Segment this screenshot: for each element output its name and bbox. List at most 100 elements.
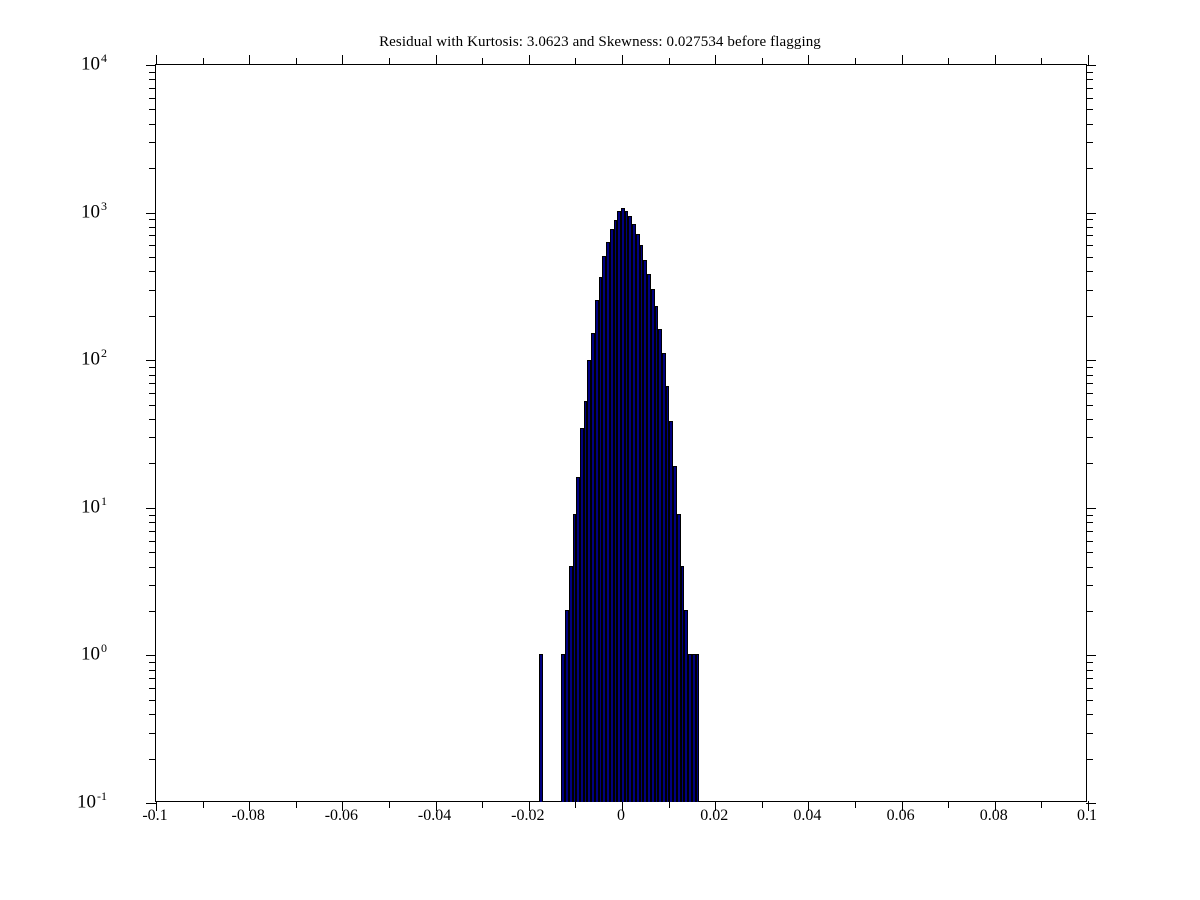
x-axis-minor-tick	[1041, 58, 1043, 65]
y-axis-minor-tick	[1086, 610, 1093, 612]
x-axis-major-tick	[249, 801, 251, 811]
histogram-bar	[576, 476, 580, 802]
x-axis-minor-tick	[482, 801, 484, 808]
x-axis-major-tick	[715, 55, 717, 65]
y-axis-minor-tick	[149, 418, 156, 420]
y-axis-minor-tick	[149, 109, 156, 111]
y-axis-minor-tick	[149, 437, 156, 439]
x-axis-major-tick	[156, 801, 157, 811]
y-axis-minor-tick	[149, 404, 156, 406]
x-axis-minor-tick	[575, 801, 577, 808]
histogram-bar	[695, 654, 700, 802]
histogram-bar	[647, 273, 651, 802]
y-axis-minor-tick	[149, 514, 156, 516]
y-axis-tick-label: 100	[81, 642, 107, 663]
y-axis-minor-tick	[149, 584, 156, 586]
y-axis-minor-tick	[1086, 315, 1093, 317]
histogram-bar	[572, 513, 577, 802]
y-axis-minor-tick	[1086, 123, 1093, 125]
y-axis-minor-tick	[1086, 688, 1093, 690]
histogram-bar	[602, 256, 607, 802]
histogram-bar	[632, 223, 636, 802]
y-axis-minor-tick	[149, 383, 156, 385]
y-axis-minor-tick	[149, 366, 156, 368]
x-axis-minor-tick	[482, 58, 484, 65]
y-axis-minor-tick	[149, 669, 156, 671]
y-axis-minor-tick	[1086, 235, 1093, 237]
y-axis-minor-tick	[1086, 732, 1093, 734]
y-axis-minor-tick	[149, 97, 156, 99]
x-axis-minor-tick	[668, 58, 670, 65]
x-axis-major-tick	[715, 801, 717, 811]
y-axis-minor-tick	[149, 71, 156, 73]
y-axis-major-tick	[1086, 803, 1096, 804]
y-axis-minor-tick	[1086, 366, 1093, 368]
histogram-bar	[639, 245, 644, 802]
y-axis-minor-tick	[1086, 418, 1093, 420]
histogram-bar	[658, 329, 662, 802]
histogram-bar	[676, 513, 681, 802]
y-axis-minor-tick	[149, 392, 156, 394]
y-axis-minor-tick	[1086, 758, 1093, 760]
y-axis-minor-tick	[1086, 514, 1093, 516]
histogram-bar	[598, 277, 603, 802]
y-axis-major-tick	[146, 360, 156, 362]
y-axis-minor-tick	[149, 610, 156, 612]
y-axis-minor-tick	[149, 168, 156, 170]
y-axis-tick-label: 103	[81, 200, 107, 221]
y-tick-mantissa: 10	[81, 200, 100, 222]
y-axis-minor-tick	[1086, 97, 1093, 99]
y-axis-minor-tick	[149, 699, 156, 701]
y-axis-minor-tick	[1086, 109, 1093, 111]
y-axis-minor-tick	[1086, 392, 1093, 394]
x-axis-minor-tick	[389, 58, 390, 65]
y-axis-minor-tick	[1086, 566, 1093, 568]
x-axis-minor-tick	[948, 801, 950, 808]
y-axis-minor-tick	[1086, 678, 1093, 680]
x-axis-minor-tick	[202, 801, 204, 808]
histogram-bar	[688, 654, 692, 802]
y-axis-major-tick	[1086, 212, 1096, 214]
histogram-bar	[662, 353, 666, 802]
y-axis-minor-tick	[149, 226, 156, 228]
x-axis-major-tick	[342, 801, 344, 811]
y-axis-minor-tick	[1086, 522, 1093, 524]
y-tick-mantissa: 10	[81, 496, 100, 518]
x-axis-major-tick	[435, 801, 437, 811]
x-axis-minor-tick	[855, 58, 856, 65]
y-axis-minor-tick	[1086, 463, 1093, 465]
histogram-bar	[538, 654, 543, 802]
y-axis-tick-label: 102	[81, 347, 107, 368]
x-axis-tick-label: 0.02	[700, 807, 729, 824]
histogram-bar	[568, 565, 573, 802]
y-axis-minor-tick	[149, 219, 156, 221]
histogram-bar	[621, 207, 625, 802]
histogram-bar	[635, 234, 640, 802]
y-axis-minor-tick	[1086, 289, 1093, 291]
y-axis-tick-label: 104	[81, 52, 107, 73]
x-axis-minor-tick	[668, 801, 670, 808]
histogram-bar	[643, 260, 648, 802]
y-axis-minor-tick	[149, 662, 156, 664]
y-axis-minor-tick	[1086, 699, 1093, 701]
y-axis-minor-tick	[149, 688, 156, 690]
y-axis-minor-tick	[149, 714, 156, 716]
x-axis-minor-tick	[575, 58, 577, 65]
histogram-bar	[673, 465, 677, 802]
x-axis-tick-label: -0.02	[511, 807, 545, 824]
y-axis-major-tick	[1086, 65, 1096, 66]
histogram-bar	[691, 654, 696, 802]
x-axis-tick-label: -0.1	[142, 807, 168, 824]
x-axis-major-tick	[342, 55, 344, 65]
y-axis-minor-tick	[1086, 271, 1093, 273]
y-axis-minor-tick	[149, 732, 156, 734]
y-axis-minor-tick	[149, 552, 156, 554]
x-axis-tick-label: -0.04	[417, 807, 452, 824]
y-tick-mantissa: 10	[81, 53, 100, 75]
histogram-bar	[617, 210, 621, 802]
y-tick-exponent: 2	[101, 346, 107, 361]
y-axis-major-tick	[1086, 360, 1096, 362]
y-axis-minor-tick	[1086, 226, 1093, 228]
histogram-bar	[565, 609, 569, 802]
